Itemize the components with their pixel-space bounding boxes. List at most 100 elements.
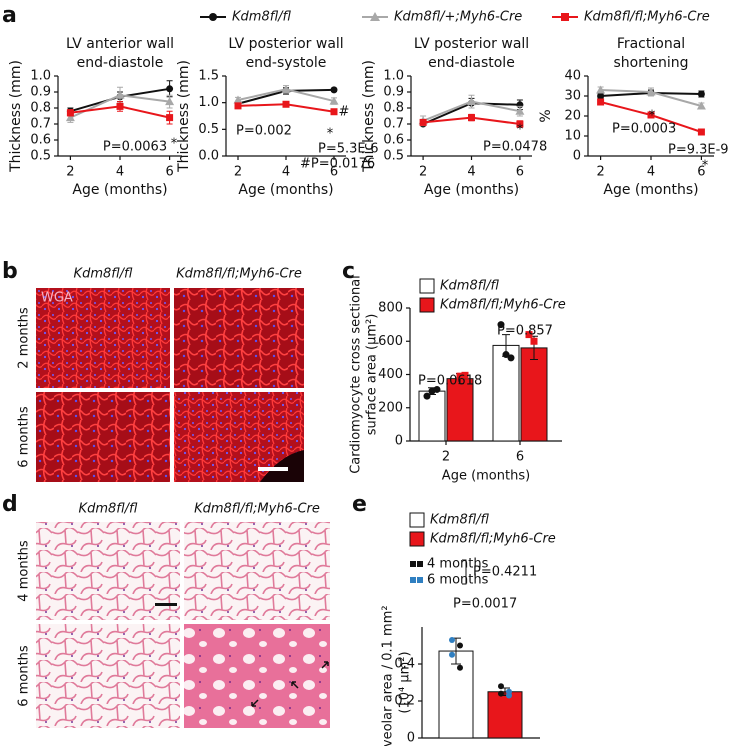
marker bbox=[451, 379, 459, 387]
x-tick-label: 2 bbox=[442, 450, 450, 465]
marker bbox=[697, 90, 705, 98]
marker bbox=[65, 113, 75, 122]
marker bbox=[423, 392, 431, 400]
micrograph bbox=[36, 624, 180, 728]
y-tick-label: 0 bbox=[573, 149, 581, 164]
y-tick-label: 0.5 bbox=[198, 122, 219, 137]
marker bbox=[456, 372, 464, 380]
bar bbox=[418, 390, 446, 442]
row-label: 6 months bbox=[17, 645, 32, 707]
y-axis-label: Alveolar area / 0.1 mm² bbox=[381, 605, 396, 746]
y-tick-label: 1.0 bbox=[198, 95, 219, 110]
panel-label: e bbox=[352, 492, 367, 517]
x-tick-label: 2 bbox=[596, 165, 604, 180]
annotation: P=0.002 bbox=[236, 124, 292, 139]
legend-swatch bbox=[409, 512, 425, 528]
y-tick-label: 400 bbox=[378, 367, 403, 382]
annotation: P=0.4211 bbox=[473, 565, 537, 580]
x-axis-label: Age (months) bbox=[442, 469, 530, 484]
y-axis-label: surface area (µm²) bbox=[365, 314, 380, 436]
legend-dot bbox=[410, 577, 416, 583]
y-tick-label: 0 bbox=[395, 434, 403, 449]
marker bbox=[165, 97, 175, 106]
column-label: Kdm8fl/fl;Myh6-Cre bbox=[194, 502, 320, 517]
scale-bar bbox=[258, 467, 288, 471]
marker bbox=[166, 114, 174, 122]
micrograph bbox=[36, 392, 170, 482]
x-axis-label: Age (months) bbox=[238, 182, 333, 198]
y-tick-label: 600 bbox=[378, 334, 403, 349]
x-tick-label: 4 bbox=[467, 165, 475, 180]
y-tick-label: 0.6 bbox=[30, 133, 51, 148]
legend-label: Kdm8fl/fl bbox=[232, 10, 291, 25]
marker bbox=[329, 96, 339, 105]
y-tick-label: 0.4 bbox=[394, 657, 415, 672]
annotation: P=0.0017 bbox=[453, 597, 517, 612]
marker bbox=[515, 106, 525, 115]
data-point bbox=[498, 690, 504, 697]
bar bbox=[446, 378, 474, 442]
y-tick-label: 0.5 bbox=[30, 149, 51, 164]
dark-region bbox=[260, 450, 304, 482]
legend-label: Kdm8fl/fl;Myh6-Cre bbox=[584, 10, 710, 25]
y-tick-label: 40 bbox=[564, 69, 581, 84]
marker bbox=[696, 101, 706, 110]
row-label: 4 months bbox=[17, 540, 32, 602]
marker bbox=[468, 114, 475, 122]
legend-label: 4 months bbox=[427, 557, 489, 572]
x-tick-label: 4 bbox=[116, 165, 124, 180]
y-axis-label: Thickness (mm) bbox=[8, 60, 24, 173]
micrograph bbox=[174, 288, 304, 388]
y-tick-label: 800 bbox=[378, 301, 403, 316]
marker bbox=[115, 90, 125, 99]
marker bbox=[516, 120, 524, 128]
row-label: 6 months bbox=[17, 406, 32, 468]
data-point bbox=[457, 642, 463, 649]
marker bbox=[530, 337, 538, 345]
data-point bbox=[506, 692, 512, 699]
marker bbox=[282, 100, 290, 108]
bar bbox=[487, 691, 523, 739]
marker bbox=[597, 98, 605, 106]
legend-swatch bbox=[419, 297, 435, 313]
legend-marker bbox=[370, 12, 380, 21]
legend-swatch bbox=[409, 531, 425, 547]
x-tick-label: 6 bbox=[516, 450, 524, 465]
bar bbox=[438, 650, 474, 739]
marker bbox=[525, 331, 533, 339]
x-tick-label: 4 bbox=[282, 165, 290, 180]
marker bbox=[597, 92, 605, 100]
data-point bbox=[449, 636, 455, 643]
marker bbox=[330, 108, 338, 116]
legend-marker bbox=[561, 13, 569, 21]
y-tick-label: 20 bbox=[564, 109, 581, 124]
x-tick-label: 6 bbox=[697, 165, 705, 180]
column-label: Kdm8fl/fl bbox=[74, 267, 133, 282]
micrograph bbox=[184, 624, 330, 728]
marker bbox=[697, 128, 705, 136]
marker bbox=[233, 95, 243, 104]
y-tick-label: 0.9 bbox=[383, 85, 404, 100]
y-axis-label: % bbox=[538, 109, 554, 122]
x-axis-label: Age (months) bbox=[72, 182, 167, 198]
annotation: P=0.0003 bbox=[612, 122, 676, 137]
bar bbox=[520, 347, 548, 442]
panel-label: a bbox=[2, 3, 17, 28]
panel-label: c bbox=[342, 259, 355, 284]
legend-label: Kdm8fl/fl;Myh6-Cre bbox=[440, 298, 566, 313]
y-tick-label: 0.6 bbox=[383, 133, 404, 148]
marker bbox=[646, 87, 656, 96]
annotation: #P=0.0176 bbox=[300, 157, 375, 172]
chart-title: LV anterior wall bbox=[66, 36, 174, 52]
marker bbox=[433, 385, 441, 393]
marker bbox=[467, 97, 476, 106]
data-point bbox=[449, 651, 455, 658]
annotation: * bbox=[702, 159, 709, 174]
legend-dot bbox=[417, 577, 423, 583]
chart-title: LV posterior wall bbox=[414, 36, 529, 52]
y-tick-label: 0.2 bbox=[394, 694, 415, 709]
marker bbox=[461, 371, 469, 379]
bar bbox=[492, 344, 520, 442]
y-tick-label: 0.7 bbox=[383, 117, 404, 132]
data-point bbox=[457, 664, 463, 671]
